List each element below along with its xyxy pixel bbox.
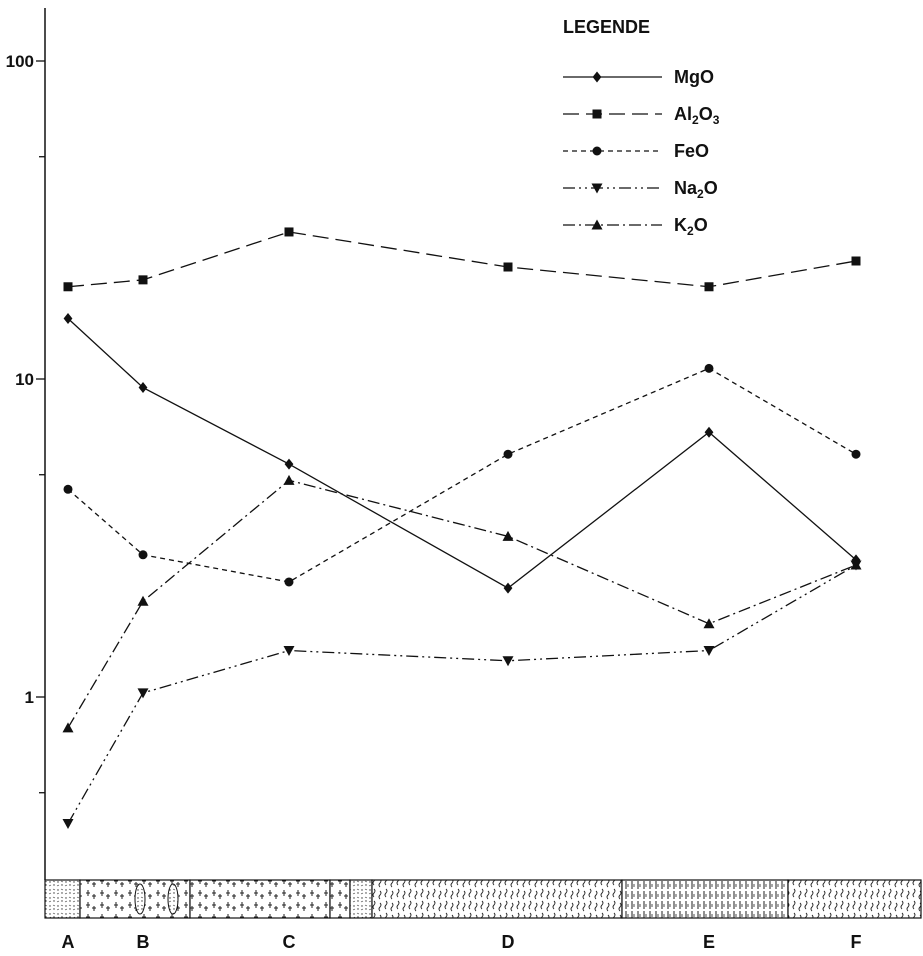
legend-label-mgo: MgO	[674, 67, 714, 87]
series-feo	[63, 363, 861, 587]
category-label-f: F	[851, 932, 862, 952]
series-line-al2o3	[67, 231, 857, 288]
series-line-na2o	[67, 564, 857, 824]
point-al2o3-c	[284, 227, 294, 237]
strip-section-a	[44, 879, 81, 919]
point-k2o-f	[850, 559, 862, 570]
series-line-feo	[67, 367, 857, 583]
series-al2o3	[63, 227, 861, 292]
point-mgo-a	[63, 312, 73, 324]
lithology-strip	[44, 879, 922, 919]
point-al2o3-b	[138, 275, 148, 285]
plot-series	[62, 227, 862, 830]
point-k2o-d	[502, 530, 514, 541]
strip-section-c3	[349, 879, 373, 919]
point-k2o-b	[137, 595, 149, 606]
point-na2o-a	[62, 819, 74, 830]
category-label-d: D	[502, 932, 515, 952]
point-k2o-c	[283, 474, 295, 485]
legend-marker-al2o3	[592, 109, 602, 119]
y-axis: 1 10 100	[6, 8, 46, 880]
category-label-b: B	[137, 932, 150, 952]
y-tick-label: 10	[15, 370, 34, 389]
strip-section-c2	[329, 879, 351, 919]
y-tick-label: 100	[6, 52, 34, 71]
point-mgo-e	[704, 426, 714, 438]
strip-section-d	[371, 879, 623, 919]
point-k2o-e	[703, 618, 715, 629]
series-mgo	[63, 312, 861, 594]
point-feo-f	[851, 449, 861, 459]
legend-marker-mgo	[592, 71, 602, 83]
point-k2o-a	[62, 722, 74, 733]
point-al2o3-d	[503, 262, 513, 272]
series-k2o	[62, 474, 862, 733]
point-mgo-b	[138, 382, 148, 394]
point-na2o-b	[137, 688, 149, 699]
series-na2o	[62, 560, 862, 830]
strip-section-c	[189, 879, 331, 919]
category-label-c: C	[283, 932, 296, 952]
legend-label-feo: FeO	[674, 141, 709, 161]
point-na2o-d	[502, 656, 514, 667]
strip-section-f	[787, 879, 922, 919]
point-feo-b	[138, 550, 148, 560]
point-mgo-c	[284, 458, 294, 470]
point-feo-c	[284, 577, 294, 587]
legend-label-al2o3: Al2O3	[674, 104, 720, 127]
legend-title: LEGENDE	[563, 17, 650, 37]
legend-marker-k2o	[591, 219, 603, 230]
y-tick-label: 1	[25, 688, 34, 707]
point-al2o3-f	[851, 256, 861, 266]
legend-label-na2o: Na2O	[674, 178, 718, 201]
series-line-k2o	[67, 479, 857, 729]
category-label-e: E	[703, 932, 715, 952]
legend-marker-na2o	[591, 183, 603, 194]
legend-marker-feo	[592, 146, 602, 156]
point-na2o-c	[283, 646, 295, 657]
strip-lens-1	[134, 883, 146, 915]
category-label-a: A	[62, 932, 75, 952]
point-na2o-e	[703, 646, 715, 657]
point-al2o3-a	[63, 282, 73, 292]
point-al2o3-e	[704, 282, 714, 292]
strip-lens-2	[167, 883, 179, 915]
strip-section-e	[621, 879, 789, 919]
point-feo-e	[704, 363, 714, 373]
series-line-mgo	[67, 317, 857, 589]
category-labels: A B C D E F	[62, 932, 862, 952]
legend-label-k2o: K2O	[674, 215, 708, 238]
point-feo-a	[63, 484, 73, 494]
point-feo-d	[503, 449, 513, 459]
point-mgo-d	[503, 582, 513, 594]
legend: LEGENDE MgO Al2O3 FeO Na2O K2O	[563, 17, 720, 238]
